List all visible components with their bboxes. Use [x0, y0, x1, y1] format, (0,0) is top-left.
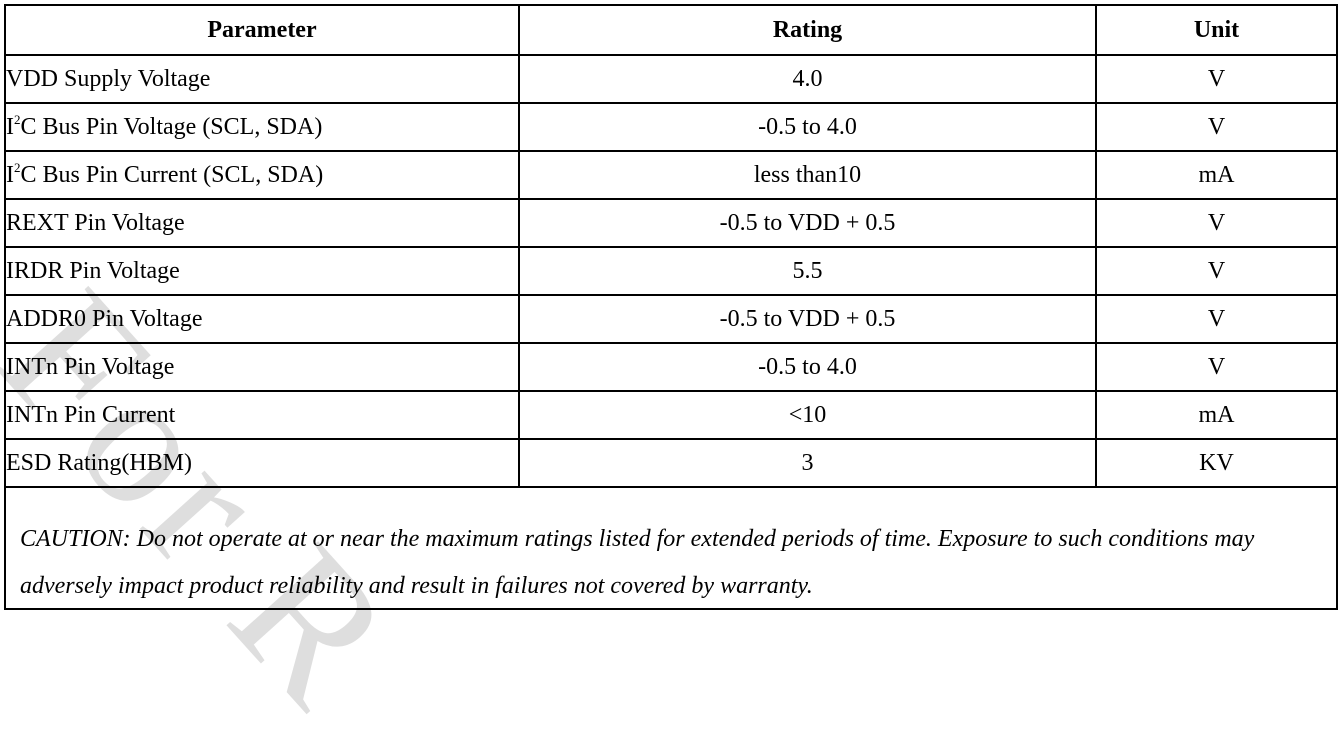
header-parameter: Parameter — [6, 6, 520, 56]
table-row: INTn Pin Voltage -0.5 to 4.0 V — [6, 342, 1336, 392]
parameter-cell: INTn Pin Voltage — [6, 342, 520, 392]
parameter-superscript: 2 — [14, 111, 21, 127]
rating-cell: -0.5 to 4.0 — [518, 342, 1097, 392]
table-row: INTn Pin Current <10 mA — [6, 390, 1336, 440]
rating-cell: 3 — [518, 438, 1097, 488]
unit-cell: V — [1095, 294, 1336, 344]
parameter-cell: ESD Rating(HBM) — [6, 438, 520, 488]
parameter-cell: INTn Pin Current — [6, 390, 520, 440]
unit-cell: V — [1095, 342, 1336, 392]
unit-cell: V — [1095, 102, 1336, 152]
table-row: REXT Pin Voltage -0.5 to VDD + 0.5 V — [6, 198, 1336, 248]
table-row: ESD Rating(HBM) 3 KV — [6, 438, 1336, 488]
parameter-text-pre: I — [6, 161, 14, 188]
rating-cell: 4.0 — [518, 54, 1097, 104]
rating-cell: -0.5 to 4.0 — [518, 102, 1097, 152]
parameter-cell: REXT Pin Voltage — [6, 198, 520, 248]
rating-cell: 5.5 — [518, 246, 1097, 296]
parameter-cell: ADDR0 Pin Voltage — [6, 294, 520, 344]
table-row: ADDR0 Pin Voltage -0.5 to VDD + 0.5 V — [6, 294, 1336, 344]
header-unit: Unit — [1095, 6, 1336, 56]
parameter-text-pre: I — [6, 113, 14, 140]
parameter-cell: VDD Supply Voltage — [6, 54, 520, 104]
table-row: VDD Supply Voltage 4.0 V — [6, 54, 1336, 104]
parameter-cell: I2C Bus Pin Voltage (SCL, SDA) — [6, 102, 520, 152]
unit-cell: mA — [1095, 150, 1336, 200]
table-row: I2C Bus Pin Voltage (SCL, SDA) -0.5 to 4… — [6, 102, 1336, 152]
parameter-superscript: 2 — [14, 159, 21, 175]
unit-cell: V — [1095, 54, 1336, 104]
unit-cell: KV — [1095, 438, 1336, 488]
rating-cell: <10 — [518, 390, 1097, 440]
header-row: Parameter Rating Unit — [6, 6, 1336, 56]
parameter-text-post: C Bus Pin Current (SCL, SDA) — [20, 161, 324, 188]
parameter-cell: I2C Bus Pin Current (SCL, SDA) — [6, 150, 520, 200]
table-row: I2C Bus Pin Current (SCL, SDA) less than… — [6, 150, 1336, 200]
absolute-maximum-ratings-table: Parameter Rating Unit VDD Supply Voltage… — [6, 6, 1336, 488]
table-row: IRDR Pin Voltage 5.5 V — [6, 246, 1336, 296]
parameter-cell: IRDR Pin Voltage — [6, 246, 520, 296]
rating-cell: -0.5 to VDD + 0.5 — [518, 294, 1097, 344]
rating-cell: less than10 — [518, 150, 1097, 200]
unit-cell: mA — [1095, 390, 1336, 440]
rating-cell: -0.5 to VDD + 0.5 — [518, 198, 1097, 248]
unit-cell: V — [1095, 198, 1336, 248]
caution-note: CAUTION: Do not operate at or near the m… — [20, 526, 1255, 599]
header-rating: Rating — [518, 6, 1097, 56]
parameter-text-post: C Bus Pin Voltage (SCL, SDA) — [20, 113, 323, 140]
unit-cell: V — [1095, 246, 1336, 296]
ratings-sheet: Parameter Rating Unit VDD Supply Voltage… — [4, 4, 1338, 610]
